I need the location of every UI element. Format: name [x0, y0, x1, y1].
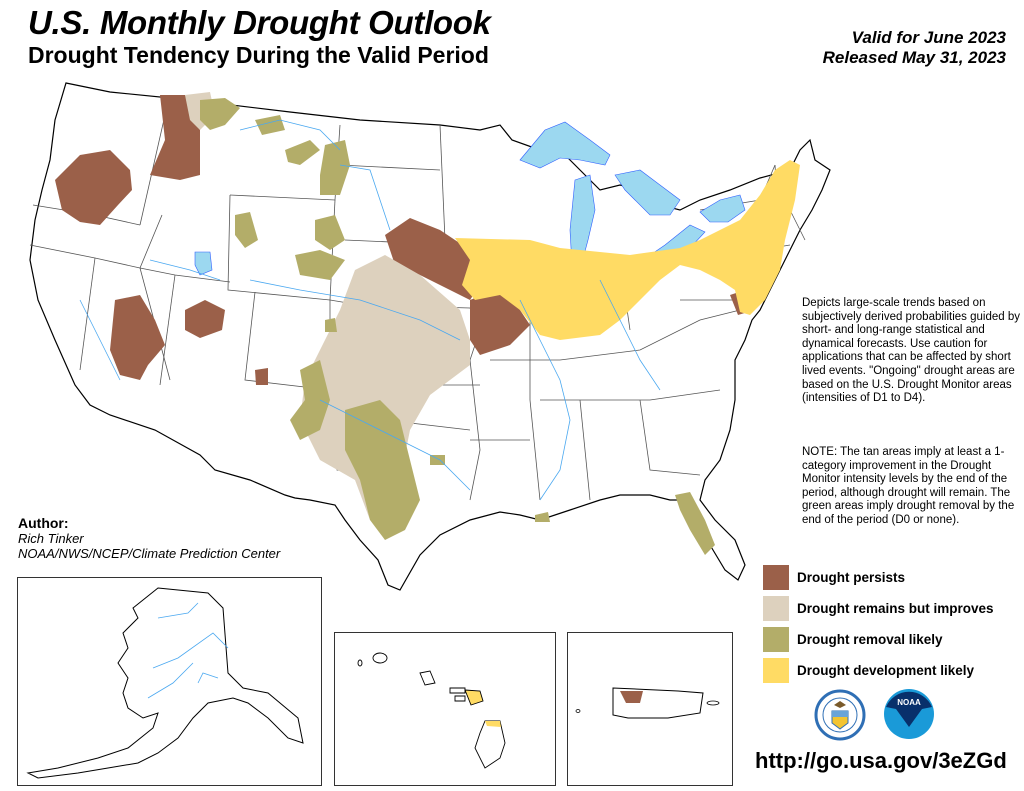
legend-item-improves: Drought remains but improves	[763, 593, 994, 624]
legend: Drought persists Drought remains but imp…	[763, 562, 994, 686]
drought-removal-areas	[200, 98, 715, 555]
hawaii-inset	[334, 632, 556, 786]
author-name: Rich Tinker	[18, 531, 84, 546]
alaska-map	[26, 587, 304, 779]
alaska-rivers	[147, 602, 229, 699]
puerto-rico-inset	[567, 632, 733, 786]
drought-persists-areas	[55, 95, 748, 703]
legend-label: Drought persists	[797, 570, 906, 585]
legend-item-persists: Drought persists	[763, 562, 994, 593]
noaa-logo: NOAA	[884, 689, 934, 739]
rivers	[79, 119, 661, 501]
legend-label: Drought removal likely	[797, 632, 943, 647]
legend-label: Drought remains but improves	[797, 601, 994, 616]
author-block: Author: Rich Tinker NOAA/NWS/NCEP/Climat…	[18, 515, 281, 562]
author-org: NOAA/NWS/NCEP/Climate Prediction Center	[18, 546, 281, 561]
alaska-inset	[17, 577, 322, 786]
legend-swatch	[763, 596, 789, 621]
commerce-seal-logo	[814, 689, 866, 741]
noaa-logo-text: NOAA	[897, 698, 921, 707]
puerto-rico-map	[575, 687, 720, 719]
puerto-rico-drought-persists	[620, 691, 643, 703]
valid-for: Valid for June 2023	[851, 28, 1006, 47]
note-text: NOTE: The tan areas imply at least a 1-c…	[802, 446, 1015, 526]
hawaii-map	[357, 652, 506, 769]
legend-item-development: Drought development likely	[763, 655, 994, 686]
maui-development	[464, 689, 484, 706]
legend-swatch	[763, 627, 789, 652]
validity-info: Valid for June 2023 Released May 31, 202…	[823, 28, 1006, 68]
page-subtitle: Drought Tendency During the Valid Period	[28, 42, 489, 68]
alaska-outline	[26, 587, 304, 779]
legend-item-removal: Drought removal likely	[763, 624, 994, 655]
page-title: U.S. Monthly Drought Outlook	[28, 4, 491, 41]
legend-swatch	[763, 658, 789, 683]
description-text: Depicts large-scale trends based on subj…	[802, 297, 1020, 405]
big-island-development	[485, 721, 501, 727]
hawaii-islands	[357, 652, 506, 769]
legend-swatch	[763, 565, 789, 590]
released-date: Released May 31, 2023	[822, 48, 1006, 67]
info-url[interactable]: http://go.usa.gov/3eZGd	[755, 748, 1007, 773]
author-label: Author:	[18, 515, 69, 531]
legend-label: Drought development likely	[797, 663, 975, 678]
